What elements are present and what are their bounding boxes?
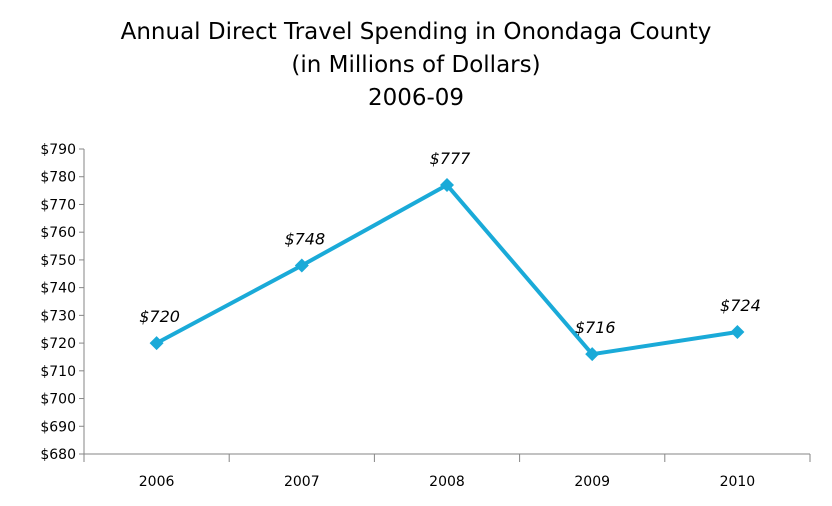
chart-title-line-3: 2006-09 [367,85,465,111]
y-tick-label: $740 [40,281,76,297]
data-point-marker [294,258,309,273]
data-label: $777 [430,149,472,168]
y-tick-label: $680 [40,447,76,463]
data-label: $716 [575,318,616,337]
y-tick-label: $770 [40,197,76,213]
chart-axes [83,149,810,455]
data-point-marker [585,347,600,362]
x-tick-label: 2009 [574,474,610,490]
y-tick-label: $750 [40,253,76,269]
chart-title: Annual Direct Travel Spending in Onondag… [0,16,832,115]
series-line [155,183,738,357]
y-tick-label: $690 [40,419,76,435]
chart-title-line-1: Annual Direct Travel Spending in Onondag… [120,19,712,45]
data-label: $720 [139,307,180,326]
y-tick-label: $760 [40,225,76,241]
x-tick-label: 2006 [139,474,175,490]
x-axis-ticks: 2006 2007 2008 2009 2010 [83,454,811,490]
data-point-marker [730,325,745,339]
data-points [149,178,745,362]
data-labels: $720 $748 $777 $716 $724 [139,149,761,337]
x-tick-label: 2008 [429,474,465,490]
series-line-group [155,183,738,357]
y-tick-label: $710 [40,364,76,380]
data-point-marker [440,178,454,193]
y-tick-label: $700 [40,392,76,408]
y-axis-ticks: $680 $690 $700 $710 $720 $730 $740 $750 $760 $770… [40,142,84,463]
data-point-marker [149,336,164,351]
x-tick-label: 2007 [284,474,320,490]
data-label: $724 [720,296,761,315]
data-label: $748 [284,229,325,248]
y-tick-label: $730 [40,308,76,324]
y-tick-label: $720 [40,336,76,352]
y-tick-label: $790 [40,142,76,158]
x-tick-label: 2010 [720,474,756,490]
y-tick-label: $780 [40,170,76,186]
chart-title-line-2: (in Millions of Dollars) [291,52,541,78]
